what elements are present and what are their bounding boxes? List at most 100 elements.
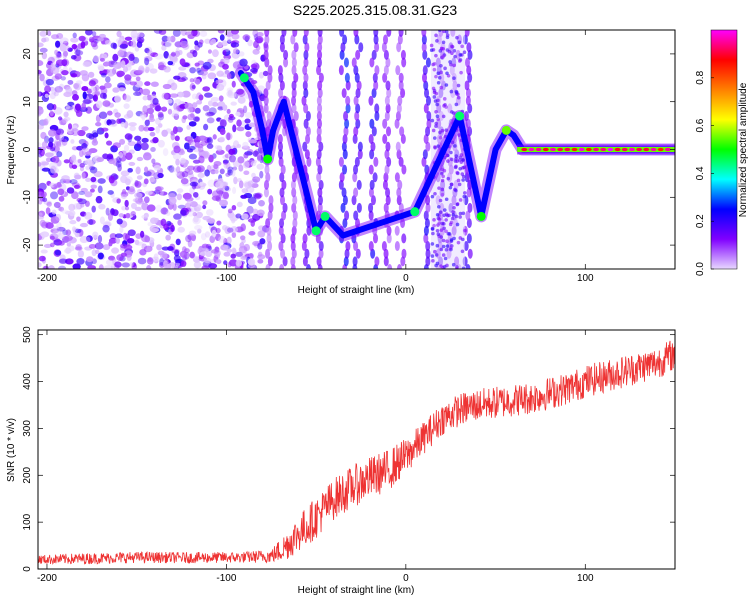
heatmap-streak [394, 225, 400, 236]
heatmap-speckle [82, 99, 92, 105]
heatmap-speckle [130, 40, 137, 48]
heatmap-streak [370, 141, 376, 152]
heatmap-speckle [50, 216, 60, 224]
heatmap-speckle [97, 37, 104, 42]
snr-y-label: SNR (10 * v/v) [6, 418, 17, 482]
heatmap-speckle [240, 255, 248, 261]
heatmap-dot [435, 261, 440, 266]
heatmap-speckle [170, 132, 175, 141]
tone-peak [650, 147, 657, 152]
heatmap-speckle [94, 90, 101, 96]
heatmap-speckle [242, 34, 251, 41]
heatmap-speckle [77, 158, 82, 164]
heatmap-speckle [80, 211, 87, 217]
heatmap-dot [441, 238, 446, 243]
heatmap-streak [356, 179, 362, 190]
heatmap-speckle [90, 85, 96, 93]
spectrogram-y-label: Frequency (Hz) [6, 116, 17, 185]
heatmap-streak [369, 179, 375, 190]
heatmap-dot [463, 228, 467, 233]
heatmap-dot [457, 59, 462, 63]
heatmap-speckle [195, 211, 203, 219]
heatmap-speckle [116, 118, 122, 125]
heatmap-dot [439, 70, 443, 75]
heatmap-speckle [208, 263, 218, 269]
heatmap-speckle [144, 68, 150, 74]
heatmap-streak [425, 141, 431, 152]
heatmap-speckle [50, 228, 59, 234]
heatmap-dot [434, 110, 438, 114]
heatmap-speckle [163, 50, 169, 59]
heatmap-speckle [189, 67, 197, 74]
tone-peak [528, 147, 535, 152]
heatmap-dot [444, 83, 449, 87]
heatmap-speckle [224, 185, 230, 191]
heatmap-streak [353, 95, 359, 106]
heatmap-streak [398, 80, 404, 91]
heatmap-speckle [223, 251, 231, 257]
heatmap-speckle [226, 227, 234, 233]
heatmap-speckle [175, 166, 181, 174]
heatmap-dot [434, 53, 438, 58]
heatmap-speckle [38, 210, 46, 217]
heatmap-speckle [143, 178, 149, 185]
heatmap-streak [371, 49, 377, 60]
heatmap-streak [283, 57, 289, 68]
heatmap-speckle [235, 213, 242, 219]
heatmap-streak [396, 187, 402, 198]
heatmap-speckle [76, 216, 81, 222]
heatmap-streak [291, 80, 297, 91]
heatmap-speckle [96, 157, 104, 163]
heatmap-streak [466, 233, 472, 244]
heatmap-streak [396, 195, 402, 206]
heatmap-speckle [48, 141, 54, 148]
ridge-hotspot [311, 226, 321, 236]
heatmap-speckle [91, 130, 99, 138]
heatmap-speckle [199, 30, 208, 37]
heatmap-speckle [150, 81, 159, 87]
heatmap-dot [449, 89, 454, 94]
heatmap-speckle [58, 258, 68, 264]
heatmap-dot [433, 99, 438, 103]
heatmap-speckle [101, 53, 108, 60]
heatmap-speckle [51, 225, 60, 231]
heatmap-streak [396, 103, 402, 114]
heatmap-speckle [45, 207, 51, 215]
heatmap-speckle [68, 203, 76, 212]
heatmap-streak [464, 80, 470, 91]
heatmap-streak [395, 141, 401, 152]
heatmap-speckle [49, 110, 54, 117]
tone-peak [636, 147, 643, 152]
heatmap-speckle [45, 222, 54, 229]
heatmap-speckle [150, 217, 158, 224]
heatmap-streak [303, 118, 309, 129]
heatmap-speckle [186, 124, 191, 130]
tone-peak [571, 147, 578, 152]
heatmap-speckle [85, 159, 93, 165]
heatmap-speckle [56, 221, 62, 230]
heatmap-dot [456, 171, 460, 176]
heatmap-speckle [250, 67, 258, 73]
heatmap-speckle [174, 50, 181, 57]
heatmap-speckle [59, 83, 65, 90]
heatmap-speckle [111, 247, 120, 254]
heatmap-streak [372, 72, 378, 83]
heatmap-streak [382, 133, 388, 144]
heatmap-streak [465, 264, 471, 269]
heatmap-speckle [248, 122, 256, 128]
heatmap-speckle [175, 238, 181, 246]
heatmap-speckle [100, 72, 107, 78]
heatmap-speckle [67, 101, 75, 106]
heatmap-speckle [218, 95, 224, 102]
heatmap-speckle [228, 148, 236, 155]
heatmap-speckle [243, 170, 250, 175]
heatmap-speckle [211, 101, 219, 107]
heatmap-dot [434, 124, 438, 129]
heatmap-streak [400, 133, 406, 144]
heatmap-streak [401, 164, 407, 175]
heatmap-streak [398, 30, 404, 37]
x-tick-label: 0 [403, 573, 409, 584]
heatmap-streak [279, 187, 285, 198]
x-tick-label: -100 [216, 573, 236, 584]
heatmap-streak [423, 133, 429, 144]
